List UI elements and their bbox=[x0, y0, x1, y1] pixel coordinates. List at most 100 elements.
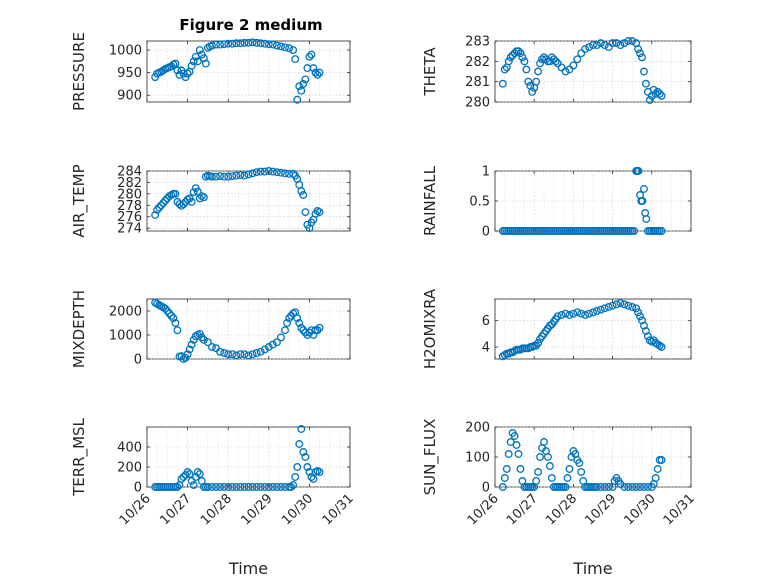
y-tick-label: 1000 bbox=[109, 44, 142, 59]
data-point bbox=[195, 470, 204, 478]
data-point bbox=[313, 326, 322, 335]
data-point bbox=[553, 59, 562, 68]
data-point bbox=[272, 338, 281, 347]
data-point bbox=[264, 40, 273, 49]
y-tick-label: 282 bbox=[465, 55, 490, 70]
data-point bbox=[506, 438, 515, 446]
data-point bbox=[561, 483, 570, 491]
x-tick-label: 10/29 bbox=[239, 491, 276, 528]
data-point bbox=[277, 42, 285, 51]
y-tick-label: 4 bbox=[482, 341, 490, 356]
data-point bbox=[536, 453, 545, 461]
data-point bbox=[260, 483, 269, 491]
data-point bbox=[187, 477, 196, 485]
x-tick-label: 10/26 bbox=[465, 491, 502, 528]
data-point bbox=[171, 319, 180, 327]
data-point bbox=[203, 43, 212, 52]
data-point bbox=[573, 308, 582, 317]
data-point bbox=[208, 343, 216, 351]
data-point bbox=[600, 483, 609, 491]
data-point bbox=[228, 172, 237, 181]
data-point bbox=[315, 323, 324, 332]
data-point bbox=[195, 194, 204, 203]
data-point bbox=[315, 208, 324, 217]
data-point bbox=[506, 53, 515, 62]
data-point bbox=[307, 50, 316, 59]
data-point bbox=[244, 170, 253, 179]
subplot-1: 900 950 1000 PRESSURE bbox=[70, 32, 351, 111]
data-point bbox=[642, 215, 651, 223]
data-point bbox=[283, 319, 292, 327]
data-point bbox=[500, 65, 509, 74]
subplot-8: 0 100 200 SUN_FLUX 10/26 10/27 10/28 10/29 10/30… bbox=[421, 419, 698, 578]
data-point bbox=[161, 304, 170, 313]
data-point bbox=[510, 49, 519, 58]
data-point bbox=[643, 483, 652, 491]
subplot-2: 280 281 282 283 THETA bbox=[421, 35, 692, 111]
data-point bbox=[197, 333, 206, 342]
data-point bbox=[632, 483, 641, 491]
y-axis-label: PRESSURE bbox=[70, 32, 88, 111]
data-point bbox=[272, 168, 281, 177]
data-point bbox=[199, 193, 208, 202]
data-point bbox=[577, 468, 586, 476]
y-tick-label: 1 bbox=[482, 165, 490, 180]
data-point bbox=[315, 468, 324, 476]
x-tick-label: 10/30 bbox=[279, 491, 316, 528]
data-point bbox=[295, 440, 304, 448]
data-point bbox=[268, 167, 277, 176]
data-point bbox=[183, 69, 192, 78]
data-point bbox=[228, 39, 237, 48]
data-point bbox=[303, 463, 312, 471]
data-point bbox=[536, 59, 545, 68]
data-point bbox=[216, 347, 225, 356]
y-tick-label: 284 bbox=[117, 165, 142, 180]
data-point bbox=[301, 453, 310, 461]
data-point bbox=[264, 483, 273, 491]
data-point bbox=[297, 187, 306, 195]
data-point bbox=[551, 57, 560, 66]
y-tick-label: 900 bbox=[117, 89, 142, 104]
data-point bbox=[212, 40, 220, 49]
data-point bbox=[236, 171, 245, 179]
data-point bbox=[561, 67, 570, 76]
x-tick-label: 10/31 bbox=[320, 491, 357, 528]
x-tick-label: 10/28 bbox=[198, 491, 235, 528]
data-point bbox=[212, 172, 220, 181]
data-point bbox=[173, 66, 182, 75]
y-tick-label: 274 bbox=[117, 222, 142, 237]
data-point bbox=[545, 321, 554, 330]
data-point bbox=[153, 205, 162, 214]
data-point bbox=[534, 468, 543, 476]
data-point bbox=[185, 345, 194, 354]
data-point bbox=[636, 483, 644, 491]
data-point bbox=[236, 39, 245, 48]
data-point bbox=[179, 200, 188, 209]
subplot-6: 4 6 H2OMIXRA bbox=[421, 288, 692, 369]
data-point bbox=[256, 167, 265, 176]
data-point bbox=[293, 463, 302, 471]
data-point bbox=[557, 63, 566, 72]
data-point bbox=[169, 314, 178, 323]
data-point bbox=[508, 51, 517, 60]
data-point bbox=[189, 188, 198, 197]
data-point bbox=[224, 350, 233, 359]
data-point bbox=[657, 91, 666, 100]
data-point bbox=[171, 59, 180, 68]
data-point bbox=[620, 39, 629, 47]
data-point bbox=[657, 227, 666, 235]
data-point bbox=[256, 347, 265, 356]
data-point bbox=[624, 301, 633, 310]
data-point bbox=[252, 38, 261, 47]
data-point bbox=[240, 483, 249, 491]
data-point bbox=[634, 45, 643, 54]
y-tick-label: 0 bbox=[134, 353, 142, 368]
data-point bbox=[268, 483, 277, 491]
data-point bbox=[512, 441, 521, 449]
data-point bbox=[596, 305, 605, 314]
data-point bbox=[297, 323, 306, 332]
y-tick-label: 400 bbox=[117, 441, 142, 456]
data-point bbox=[524, 77, 533, 86]
data-point bbox=[203, 338, 212, 347]
data-point bbox=[592, 41, 601, 50]
